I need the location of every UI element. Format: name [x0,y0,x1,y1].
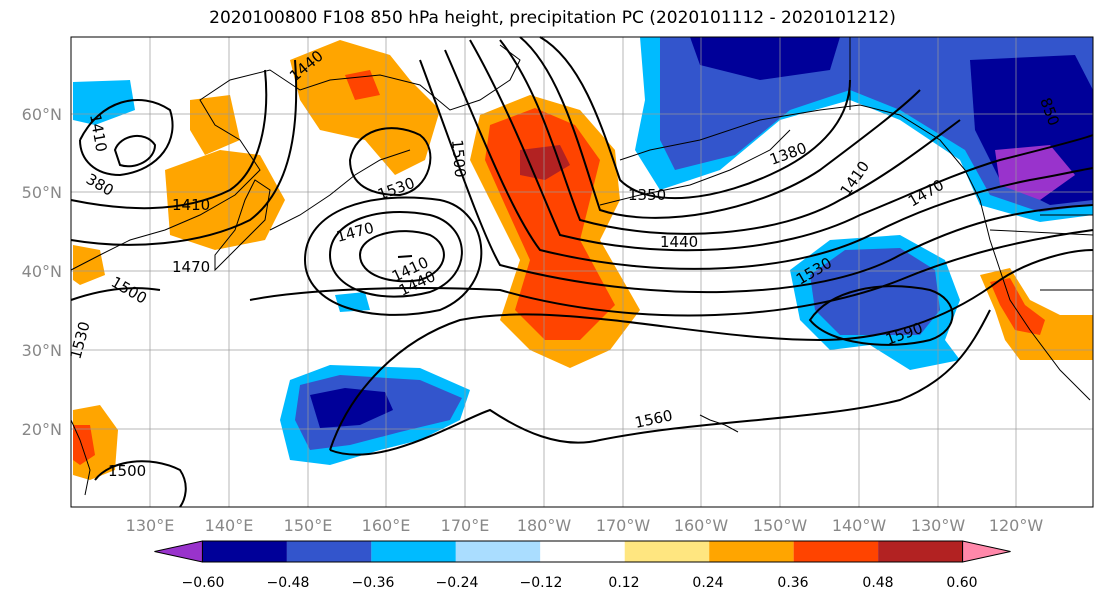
asia-coastline [70,44,521,271]
colorbar-extend-high [962,540,1011,563]
negative-region-subtropical-core [310,388,393,428]
contour-southwest-1500 [94,460,187,508]
japan-coastline [214,179,271,272]
colorbar-tick-label: 0.12 [608,575,639,591]
latitude-labels: 60°N 50°N 40°N 30°N 20°N [22,105,62,439]
contour-1530 [249,229,1094,317]
lat-label: 60°N [22,105,62,124]
contour-1470 [444,49,1094,270]
contour-1350 [539,36,851,200]
lon-label: 130°W [911,516,966,535]
lon-label: 140°E [205,516,254,535]
lat-label: 50°N [22,183,62,202]
philippines-coastline [70,419,91,496]
lon-label: 160°W [674,516,729,535]
colorbar-segment [286,541,372,562]
colorbar [154,540,1011,563]
negative-region-alaska-min [995,145,1075,200]
negative-region-east-pacific-mid [810,248,940,335]
colorbar-segment [793,541,879,562]
canada-borders [849,37,1094,291]
lon-label: 120°W [989,516,1044,535]
contour-1440 [469,39,1094,252]
contour-west-1500 [70,59,298,246]
contour-low-1440 [328,211,463,298]
coastlines [70,37,1094,496]
colorbar-tick-label: −0.24 [436,575,479,591]
contour-label: 1500 [448,139,469,179]
lat-label: 20°N [22,420,62,439]
lat-label: 30°N [22,341,62,360]
contour-1500 [419,59,1094,294]
lon-label: 130°E [126,516,175,535]
lon-label: 150°E [284,516,333,535]
colorbar-tick-label: −0.36 [352,575,395,591]
contour-west-small [113,135,157,168]
contour-label: 1410 [172,196,210,214]
lon-label: 160°E [362,516,411,535]
contour-label: 1350 [628,186,666,204]
colorbar-outline [201,540,964,563]
colorbar-tick-label: −0.12 [520,575,563,591]
colorbar-segment [878,541,963,562]
colorbar-segment [540,541,625,562]
kuril-aleutian-chain [269,129,791,231]
contour-label: 1500 [108,462,146,480]
map-frame [70,36,1094,508]
positive-region-west-edge [73,245,105,285]
contour-1560-south [329,309,991,456]
colorbar-segment [371,541,456,562]
longitude-labels: 130°E 140°E 150°E 160°E 170°E 180°W 170°… [126,516,1044,535]
colorbar-segment [709,541,794,562]
colorbar-extend-low [154,540,203,563]
alaska-coastline [619,104,1091,401]
map-title: 2020100800 F108 850 hPa height, precipit… [209,8,896,28]
colorbar-tick-label: 0.60 [946,575,977,591]
lon-label: 140°W [832,516,887,535]
contour-1590 [808,285,954,346]
colorbar-ticks: −0.60 −0.48 −0.36 −0.24 −0.12 0.12 0.24 … [182,575,978,591]
contour-1560 [329,249,1094,451]
lon-label: 150°W [753,516,808,535]
positive-region-kamchatka [290,40,440,175]
lon-label: 180°W [517,516,572,535]
lon-label: 170°W [596,516,651,535]
contour-west-1530 [70,287,161,301]
contour-low-1410 [358,230,445,283]
precip-anomaly-fills [73,37,1093,480]
height-contours [70,36,1094,508]
contour-low-1470 [303,196,483,316]
colorbar-tick-label: 0.24 [692,575,723,591]
positive-region-southwest-core [73,425,95,465]
contour-kam-1530 [348,127,432,197]
graticule [71,37,1093,507]
lon-label: 170°E [441,516,490,535]
contour-low-center [397,255,413,258]
colorbar-tick-label: 0.48 [862,575,893,591]
colorbar-segment [202,541,287,562]
contour-1380 [519,36,921,219]
colorbar-segment [455,541,541,562]
colorbar-tick-label: −0.60 [182,575,225,591]
colorbar-tick-label: 0.36 [777,575,808,591]
colorbar-segment [624,541,710,562]
positive-region-california-core [990,278,1045,335]
contour-label: 1440 [660,233,698,251]
contour-label: 1470 [172,258,210,276]
contour-1410 [499,39,961,235]
contour-west-1410 [79,99,174,177]
negative-region-northeast-core [690,37,840,80]
hawaii-islands [699,414,739,433]
contour-west-1470 [70,69,268,210]
lat-label: 40°N [22,262,62,281]
colorbar-tick-label: −0.48 [267,575,310,591]
